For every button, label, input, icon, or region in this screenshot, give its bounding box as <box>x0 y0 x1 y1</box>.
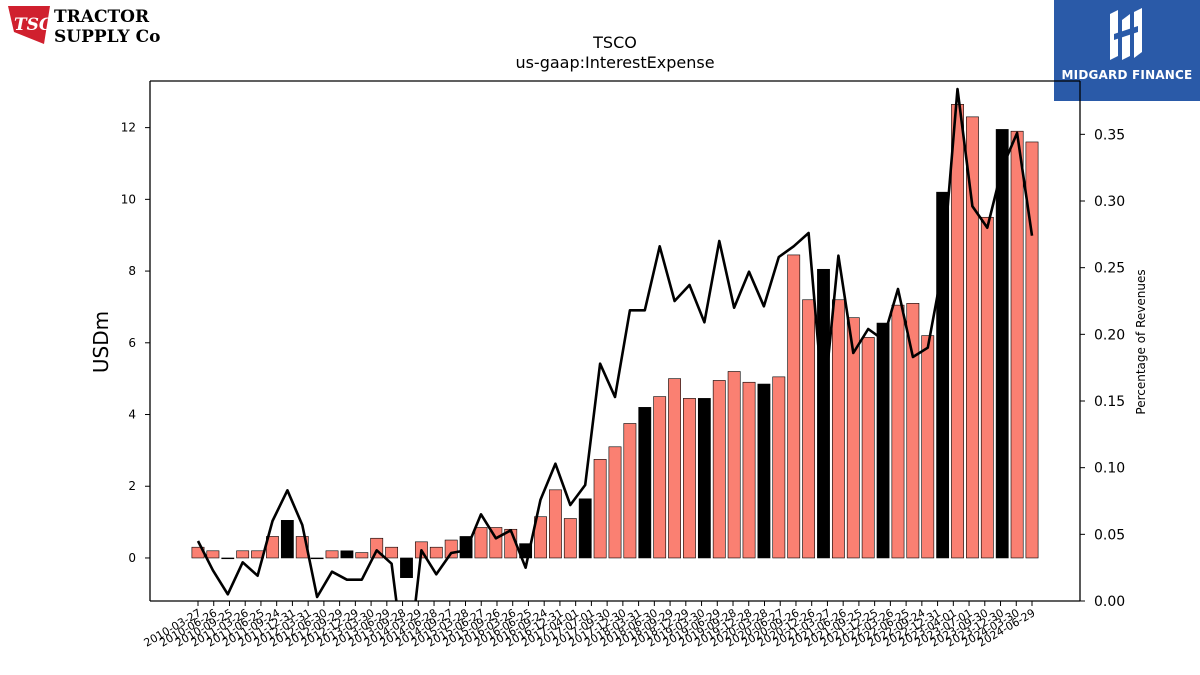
y2-axis-label: Percentage of Revenues <box>1134 269 1148 414</box>
bar <box>995 129 1009 559</box>
bar <box>891 304 905 559</box>
tsc-badge-text: TSC <box>14 15 53 35</box>
tractor-supply-logo: TSC TRACTOR SUPPLY Co <box>8 6 160 47</box>
bar <box>787 254 801 559</box>
bar <box>385 546 399 559</box>
bar <box>563 518 577 559</box>
bar <box>951 104 964 559</box>
bar <box>668 378 681 559</box>
chart-title: TSCO <box>593 33 637 52</box>
y2-tick-label: 0.15 <box>1094 394 1125 410</box>
bar-series <box>191 104 1039 578</box>
bar <box>817 268 830 559</box>
midgard-emblem-icon <box>1110 8 1142 60</box>
bar <box>578 498 592 559</box>
bar <box>623 423 637 559</box>
midgard-finance-logo: MIDGARD FINANCE <box>1054 0 1200 101</box>
bar <box>757 383 771 559</box>
bar <box>1010 130 1024 559</box>
y2-tick-label: 0.35 <box>1094 127 1125 143</box>
bar <box>206 550 220 559</box>
bar <box>802 299 816 559</box>
bar <box>936 191 950 559</box>
bar <box>474 527 488 559</box>
line-series <box>196 87 1034 601</box>
bar <box>683 398 696 559</box>
bar <box>772 376 786 559</box>
axes <box>149 80 1081 602</box>
bar <box>221 557 235 560</box>
chart-subtitle: us-gaap:InterestExpense <box>515 53 715 72</box>
y2-tick-label: 0.00 <box>1094 594 1125 610</box>
y-tick-label: 2 <box>128 479 136 493</box>
bar <box>355 552 369 559</box>
y-tick-label: 10 <box>121 192 136 206</box>
bar <box>831 299 845 559</box>
y2-tick-label: 0.20 <box>1094 327 1125 343</box>
x-axis-ticks: 2010-03-272010-06-262010-09-252011-03-26… <box>142 601 1038 650</box>
y-tick-label: 8 <box>128 264 136 278</box>
y2-tick-label: 0.30 <box>1094 194 1125 210</box>
bar <box>534 516 547 559</box>
tsc-badge-icon <box>8 6 50 44</box>
percentage-line <box>196 87 1034 601</box>
bar <box>906 303 920 559</box>
y2-tick-label: 0.25 <box>1094 261 1125 277</box>
bar <box>638 407 652 559</box>
bar <box>727 371 741 559</box>
bar <box>429 546 443 559</box>
bar <box>236 550 250 559</box>
y-tick-label: 0 <box>128 551 136 565</box>
bar <box>325 550 339 559</box>
y2-tick-label: 0.05 <box>1094 527 1125 543</box>
bar <box>593 459 607 559</box>
midgard-wordmark: MIDGARD FINANCE <box>1061 68 1193 82</box>
bar <box>280 520 294 559</box>
bar <box>310 557 324 560</box>
y-tick-label: 4 <box>128 408 136 422</box>
bar <box>846 317 860 559</box>
bar <box>549 489 562 559</box>
y-tick-label: 6 <box>128 336 136 350</box>
supply-co-wordmark: SUPPLY Co <box>54 27 160 47</box>
bar <box>861 337 875 559</box>
y-tick-label: 12 <box>121 121 136 135</box>
bar <box>966 116 979 559</box>
bar <box>980 216 994 559</box>
tractor-wordmark: TRACTOR <box>54 7 150 27</box>
bar <box>1025 141 1039 559</box>
bar <box>742 381 756 559</box>
y2-axis-ticks: 0.00 0.05 0.10 0.15 0.20 0.25 0.30 0.35 <box>1080 127 1125 610</box>
bar <box>697 398 711 559</box>
bar <box>400 557 413 578</box>
y-axis-label: USDm <box>89 311 113 373</box>
bar <box>653 396 667 559</box>
y2-tick-label: 0.10 <box>1094 461 1125 477</box>
bar <box>340 550 354 559</box>
bar <box>921 335 935 559</box>
y-axis-ticks: 0 2 4 6 8 10 12 <box>121 121 150 565</box>
bar <box>712 380 726 559</box>
bar <box>608 446 622 559</box>
bar <box>876 322 890 559</box>
